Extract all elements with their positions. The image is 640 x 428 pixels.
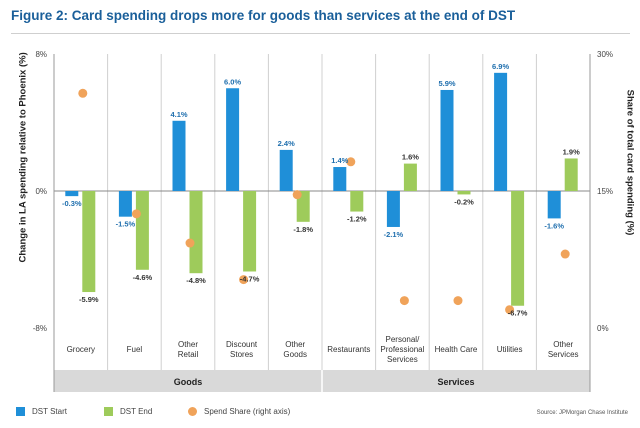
category-dividers bbox=[107, 54, 537, 370]
bar-dst-end-grocery bbox=[82, 191, 96, 293]
bar-dst-start-other-retail bbox=[172, 120, 186, 191]
data-label: -5.9% bbox=[79, 295, 99, 304]
bar-dst-start-grocery bbox=[65, 191, 79, 197]
legend-item-dst-end: DST End bbox=[104, 407, 152, 416]
category-label: Health Care bbox=[435, 345, 478, 354]
data-label: 6.0% bbox=[224, 77, 241, 86]
y-axis-label-left: Change in LA spending relative to Phoeni… bbox=[17, 52, 29, 263]
bar-dst-start-discount-stores bbox=[226, 88, 240, 191]
spend-share-point-other-services bbox=[560, 249, 570, 259]
data-label: -6.7% bbox=[508, 309, 528, 318]
legend-label-spend-share: Spend Share (right axis) bbox=[204, 407, 291, 416]
bar-dst-start-other-goods bbox=[279, 149, 293, 191]
bar-dst-end-personal-professional-services bbox=[403, 163, 417, 191]
bar-dst-start-personal-professional-services bbox=[386, 191, 400, 227]
y2-tick-label: 15% bbox=[597, 187, 613, 196]
data-label: 4.1% bbox=[170, 110, 187, 119]
category-label: Discount Stores bbox=[226, 340, 258, 359]
bar-dst-end-fuel bbox=[135, 191, 149, 270]
legend: DST Start DST End Spend Share (right axi… bbox=[0, 403, 640, 423]
data-label: -4.6% bbox=[133, 273, 153, 282]
chart-title: Figure 2: Card spending drops more for g… bbox=[11, 8, 516, 23]
data-label: 5.9% bbox=[438, 79, 455, 88]
legend-item-dst-start: DST Start bbox=[16, 407, 67, 416]
data-label: 2.4% bbox=[278, 139, 295, 148]
category-label: Utilities bbox=[497, 345, 523, 354]
source-note: Source: JPMorgan Chase Institute bbox=[536, 410, 628, 416]
bar-dst-start-utilities bbox=[494, 72, 508, 191]
category-label: Personal/Professional Services bbox=[380, 335, 424, 364]
data-label: -1.2% bbox=[347, 215, 367, 224]
spend-share-point-fuel bbox=[131, 209, 141, 219]
data-label: -1.8% bbox=[293, 225, 313, 234]
spend-share-point-discount-stores bbox=[239, 275, 249, 285]
title-rule bbox=[11, 33, 630, 34]
y-tick-label: 0% bbox=[35, 187, 47, 196]
data-label: -2.1% bbox=[384, 230, 404, 239]
data-label: 1.6% bbox=[402, 153, 419, 162]
y-tick-label: -8% bbox=[33, 324, 47, 333]
data-label: 6.9% bbox=[492, 62, 509, 71]
spend-share-point-other-retail bbox=[185, 238, 195, 248]
bar-dst-end-other-goods bbox=[296, 191, 310, 222]
bar-dst-end-health-care bbox=[457, 191, 471, 195]
bar-dst-start-fuel bbox=[118, 191, 132, 217]
bar-dst-end-other-services bbox=[564, 158, 578, 191]
group-label-goods: Goods bbox=[174, 377, 203, 387]
bar-dst-start-health-care bbox=[440, 89, 454, 191]
bar-dst-end-discount-stores bbox=[243, 191, 257, 272]
category-label: Other Goods bbox=[283, 340, 307, 359]
category-label: Other Retail bbox=[178, 340, 199, 359]
legend-item-spend-share: Spend Share (right axis) bbox=[188, 407, 290, 416]
data-label: 1.9% bbox=[563, 147, 580, 156]
legend-swatch-dst-end bbox=[104, 407, 113, 416]
data-label: -4.8% bbox=[186, 276, 206, 285]
category-label: Other Services bbox=[548, 340, 579, 359]
data-label: -0.2% bbox=[454, 197, 474, 206]
category-label: Restaurants bbox=[327, 345, 370, 354]
data-label: -1.5% bbox=[116, 220, 136, 229]
spend-share-point-other-goods bbox=[292, 190, 302, 200]
bar-dst-start-restaurants bbox=[333, 167, 347, 191]
legend-label-dst-end: DST End bbox=[120, 407, 153, 416]
y-axis-label-right: Share of total card spending (%) bbox=[624, 89, 636, 236]
data-label: -0.3% bbox=[62, 199, 82, 208]
legend-swatch-dst-start bbox=[16, 407, 25, 416]
data-label: 1.4% bbox=[331, 156, 348, 165]
spend-share-point-utilities bbox=[505, 305, 515, 315]
spend-share-point-restaurants bbox=[346, 157, 356, 167]
data-label: -4.7% bbox=[240, 274, 260, 283]
category-label: Fuel bbox=[127, 345, 143, 354]
bar-dst-start-other-services bbox=[547, 191, 561, 219]
bar-dst-end-other-retail bbox=[189, 191, 203, 274]
spend-share-point-grocery bbox=[78, 88, 88, 98]
y2-tick-label: 30% bbox=[597, 50, 613, 59]
legend-label-dst-start: DST Start bbox=[32, 407, 67, 416]
y2-tick-label: 0% bbox=[597, 324, 609, 333]
bar-dst-end-utilities bbox=[511, 191, 525, 306]
bar-dst-end-restaurants bbox=[350, 191, 364, 212]
y-tick-label: 8% bbox=[35, 50, 47, 59]
group-label-services: Services bbox=[437, 377, 474, 387]
legend-swatch-spend-share bbox=[188, 407, 197, 416]
data-label: -1.6% bbox=[544, 221, 564, 230]
category-label: Grocery bbox=[67, 345, 95, 354]
spend-share-point-personal-professional-services bbox=[399, 296, 409, 306]
chart: 8% 0% -8% 30% 15% 0% -0.3% -1.5% 4.1% 6.0% 2.4% 1.… bbox=[33, 50, 613, 392]
spend-share-point-health-care bbox=[453, 296, 463, 306]
